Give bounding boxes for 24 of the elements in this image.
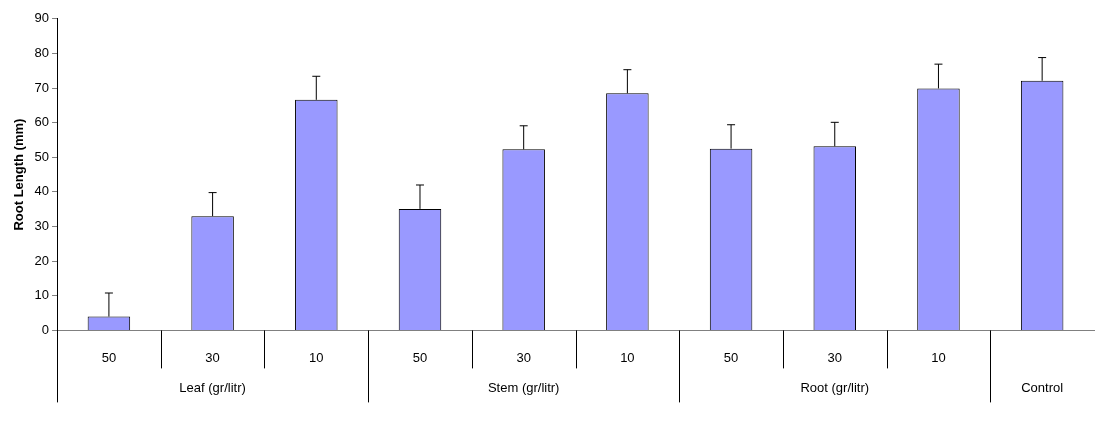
text: Stem (gr/litr) bbox=[487, 379, 560, 395]
y-tick-label: 50 bbox=[34, 148, 50, 164]
y-tick-label: 90 bbox=[34, 10, 50, 26]
y-tick-label: 30 bbox=[34, 218, 50, 234]
x-tick-label: 10 bbox=[620, 349, 635, 365]
x-tick-label: 50 bbox=[412, 349, 428, 365]
y-tick-label: 0 bbox=[41, 321, 50, 337]
x-tick-label: 30 bbox=[827, 349, 842, 365]
y-tick-label: 80 bbox=[34, 45, 50, 60]
x-tick-label: 10 bbox=[309, 349, 324, 365]
x-tick-label: 10 bbox=[931, 349, 946, 365]
y-axis-title: Root Length (mm) bbox=[11, 118, 27, 231]
text: Root (gr/litr) bbox=[800, 379, 870, 395]
text: Leaf (gr/litr) bbox=[179, 379, 246, 395]
x-tick-label: 50 bbox=[723, 349, 739, 365]
y-tick-label: 20 bbox=[34, 252, 50, 268]
x-tick-label: 30 bbox=[516, 349, 531, 365]
x-tick-label: 50 bbox=[101, 349, 117, 365]
text: Control bbox=[1021, 379, 1064, 395]
y-tick-label: 40 bbox=[34, 183, 50, 199]
y-tick-label: 70 bbox=[34, 79, 50, 95]
y-tick-label: 10 bbox=[34, 287, 50, 303]
y-tick-label: 60 bbox=[34, 114, 50, 130]
x-tick-label: 30 bbox=[205, 349, 220, 365]
